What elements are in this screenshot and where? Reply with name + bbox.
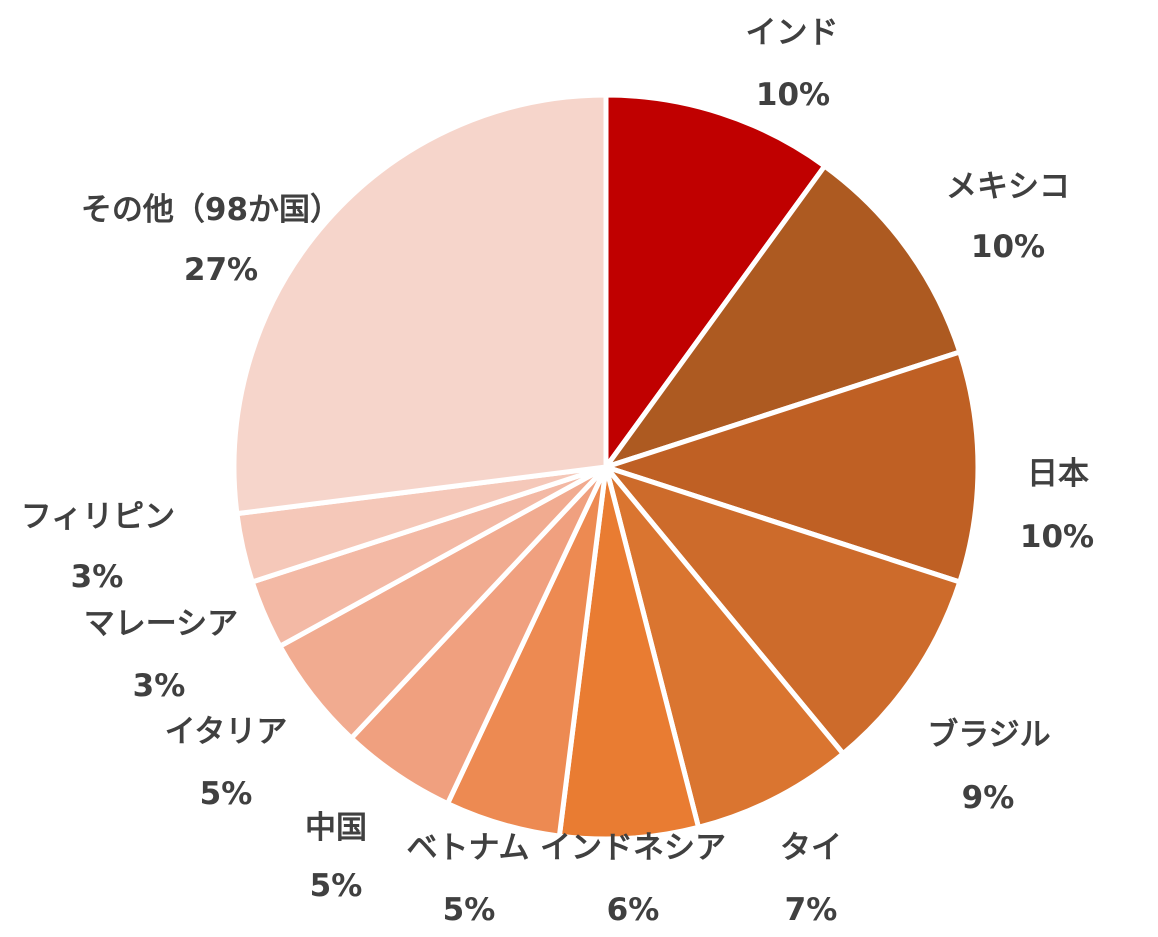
slice-value-label: 10%	[971, 229, 1045, 265]
slice-value-label: 27%	[184, 252, 258, 288]
pie-slice	[231, 92, 609, 517]
slice-value-label: 10%	[756, 77, 830, 113]
slice-category-label: タイ	[780, 830, 842, 866]
slice-category-label: その他（98か国）	[81, 192, 341, 228]
slice-value-label: 3%	[133, 668, 186, 704]
pie-slice	[603, 163, 963, 470]
slice-category-label: ベトナム	[406, 830, 529, 866]
pie-slices	[231, 92, 981, 842]
slice-category-label: イタリア	[165, 714, 288, 750]
slice-value-label: 9%	[962, 780, 1015, 816]
slice-category-label: 中国	[305, 810, 367, 846]
slice-value-label: 5%	[200, 776, 253, 812]
slice-category-label: ブラジル	[927, 717, 1050, 753]
pie-slice	[603, 349, 981, 585]
slice-category-label: フィリピン	[21, 499, 175, 535]
slice-value-label: 5%	[443, 892, 496, 928]
slice-category-label: インド	[746, 15, 839, 51]
slice-category-label: インドネシア	[540, 830, 726, 866]
pie-labels: インド 10% メキシコ 10% 日本 10% ブラジル 9% タイ 7% インドネシア 6% ベトナム…	[21, 15, 1094, 928]
slice-value-label: 10%	[1020, 519, 1094, 555]
slice-value-label: 7%	[785, 892, 838, 928]
slice-value-label: 3%	[71, 559, 124, 595]
slice-value-label: 5%	[310, 868, 363, 904]
pie-slice	[603, 464, 846, 830]
slice-category-label: メキシコ	[946, 169, 1070, 205]
slice-category-label: 日本	[1027, 456, 1089, 492]
slice-category-label: マレーシア	[84, 606, 238, 642]
slice-value-label: 6%	[607, 892, 660, 928]
pie-slice	[603, 464, 963, 757]
pie-slice	[556, 464, 702, 842]
pie-slice	[603, 92, 828, 470]
